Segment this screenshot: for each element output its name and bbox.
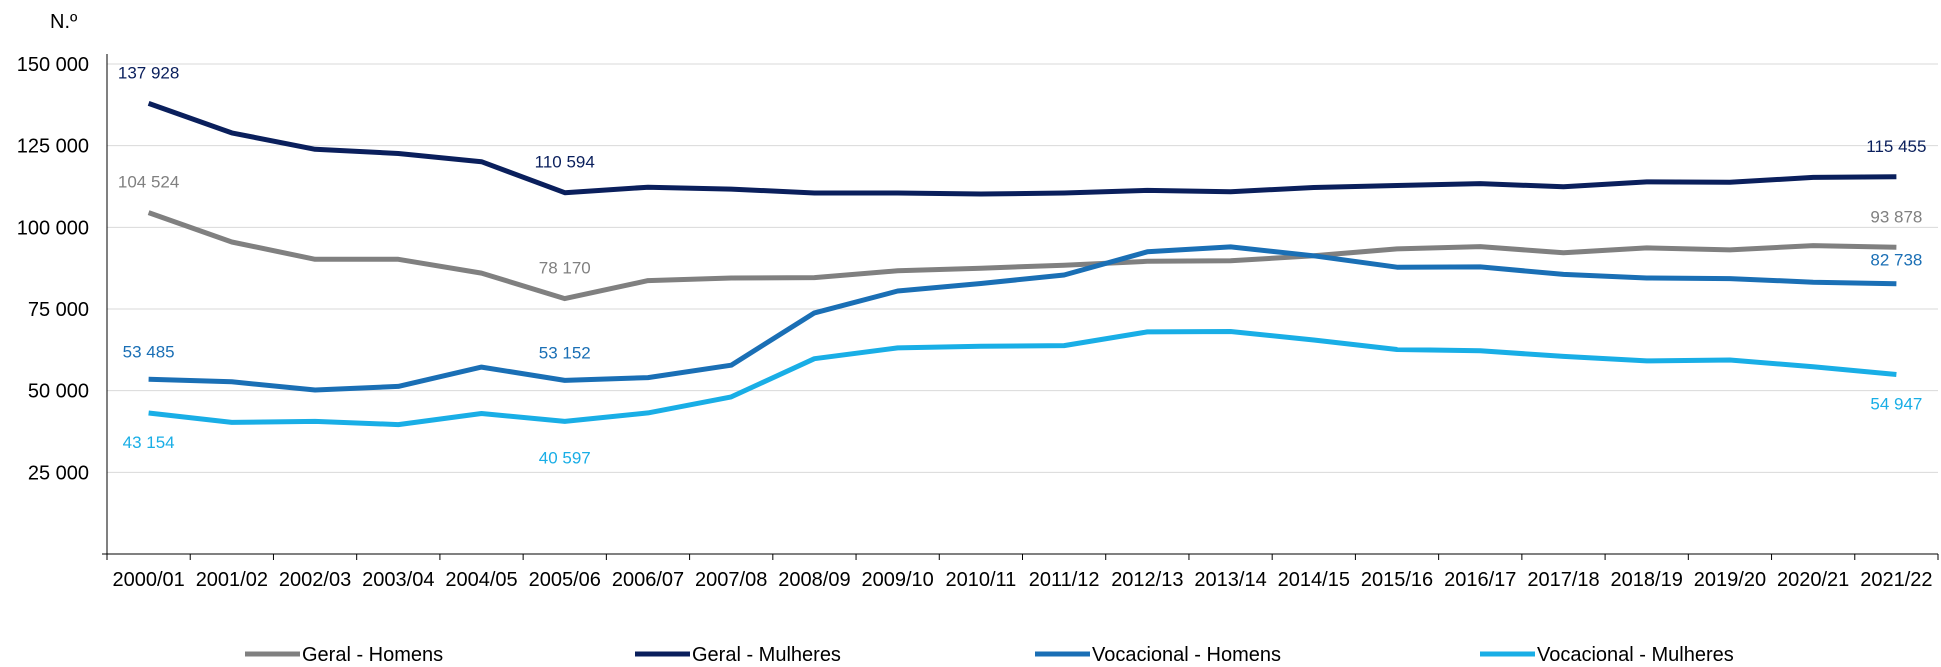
legend-label: Geral - Homens xyxy=(302,644,443,666)
data-label: 53 485 xyxy=(123,342,175,361)
y-axis: 150 000 125 000 100 000 75 000 50 000 25 000 xyxy=(17,54,108,555)
x-tick-label: 2007/08 xyxy=(695,569,767,591)
x-tick-label: 2021/22 xyxy=(1860,569,1932,591)
y-tick-label: 75 000 xyxy=(28,299,89,321)
data-label: 40 597 xyxy=(539,448,591,467)
x-tick-label: 2013/14 xyxy=(1194,569,1266,591)
y-tick-label: 150 000 xyxy=(17,54,89,76)
x-tick-label: 2010/11 xyxy=(945,569,1016,591)
legend-label: Vocacional - Homens xyxy=(1092,644,1281,666)
series-line xyxy=(147,101,1897,197)
y-tick-label: 125 000 xyxy=(17,136,89,158)
x-tick-label: 2001/02 xyxy=(196,569,268,591)
data-label: 93 878 xyxy=(1870,207,1922,226)
y-tick-label: 25 000 xyxy=(28,462,89,484)
x-tick-label: 2005/06 xyxy=(529,569,601,591)
data-label: 82 738 xyxy=(1870,251,1922,270)
series-line xyxy=(148,329,1897,428)
series-line xyxy=(148,244,1897,393)
y-tick-label: 100 000 xyxy=(17,217,89,239)
x-axis: 2000/01 2001/02 2002/03 2003/04 2004/05 2005/… xyxy=(106,553,1939,591)
gridlines xyxy=(107,63,1938,473)
series-lines xyxy=(147,101,1897,428)
x-tick-label: 2015/16 xyxy=(1361,569,1433,591)
x-tick-label: 2019/20 xyxy=(1694,569,1766,591)
legend: Geral - Homens Geral - Mulheres Vocacional… xyxy=(245,644,1734,666)
x-tick-label: 2014/15 xyxy=(1278,569,1350,591)
x-tick-label: 2002/03 xyxy=(279,569,351,591)
legend-label: Vocacional - Mulheres xyxy=(1537,644,1734,666)
data-label: 110 594 xyxy=(535,153,595,172)
x-tick-label: 2011/12 xyxy=(1029,569,1100,591)
x-tick-label: 2004/05 xyxy=(445,569,517,591)
y-tick-label: 50 000 xyxy=(28,381,89,403)
x-tick-label: 2020/21 xyxy=(1777,569,1849,591)
legend-label: Geral - Mulheres xyxy=(692,644,841,666)
x-tick-label: 2003/04 xyxy=(362,569,434,591)
data-labels: 104 524 78 170 93 878 137 928 110 594 115 455… xyxy=(118,63,1927,467)
x-tick-label: 2006/07 xyxy=(612,569,684,591)
x-tick-label: 2009/10 xyxy=(862,569,934,591)
x-tick-label: 2008/09 xyxy=(778,569,850,591)
data-label: 53 152 xyxy=(539,343,591,362)
unit-label: N.º xyxy=(50,11,78,33)
x-tick-label: 2018/19 xyxy=(1611,569,1683,591)
data-label: 115 455 xyxy=(1866,137,1926,156)
data-label: 78 170 xyxy=(539,259,591,278)
data-label: 43 154 xyxy=(123,433,175,452)
x-tick-label: 2000/01 xyxy=(112,569,184,591)
x-tick-label: 2012/13 xyxy=(1111,569,1183,591)
x-tick-label: 2017/18 xyxy=(1527,569,1599,591)
data-label: 104 524 xyxy=(118,173,179,192)
x-tick-label: 2016/17 xyxy=(1444,569,1516,591)
series-line xyxy=(147,210,1897,302)
data-label: 137 928 xyxy=(118,63,179,82)
data-label: 54 947 xyxy=(1870,395,1922,414)
